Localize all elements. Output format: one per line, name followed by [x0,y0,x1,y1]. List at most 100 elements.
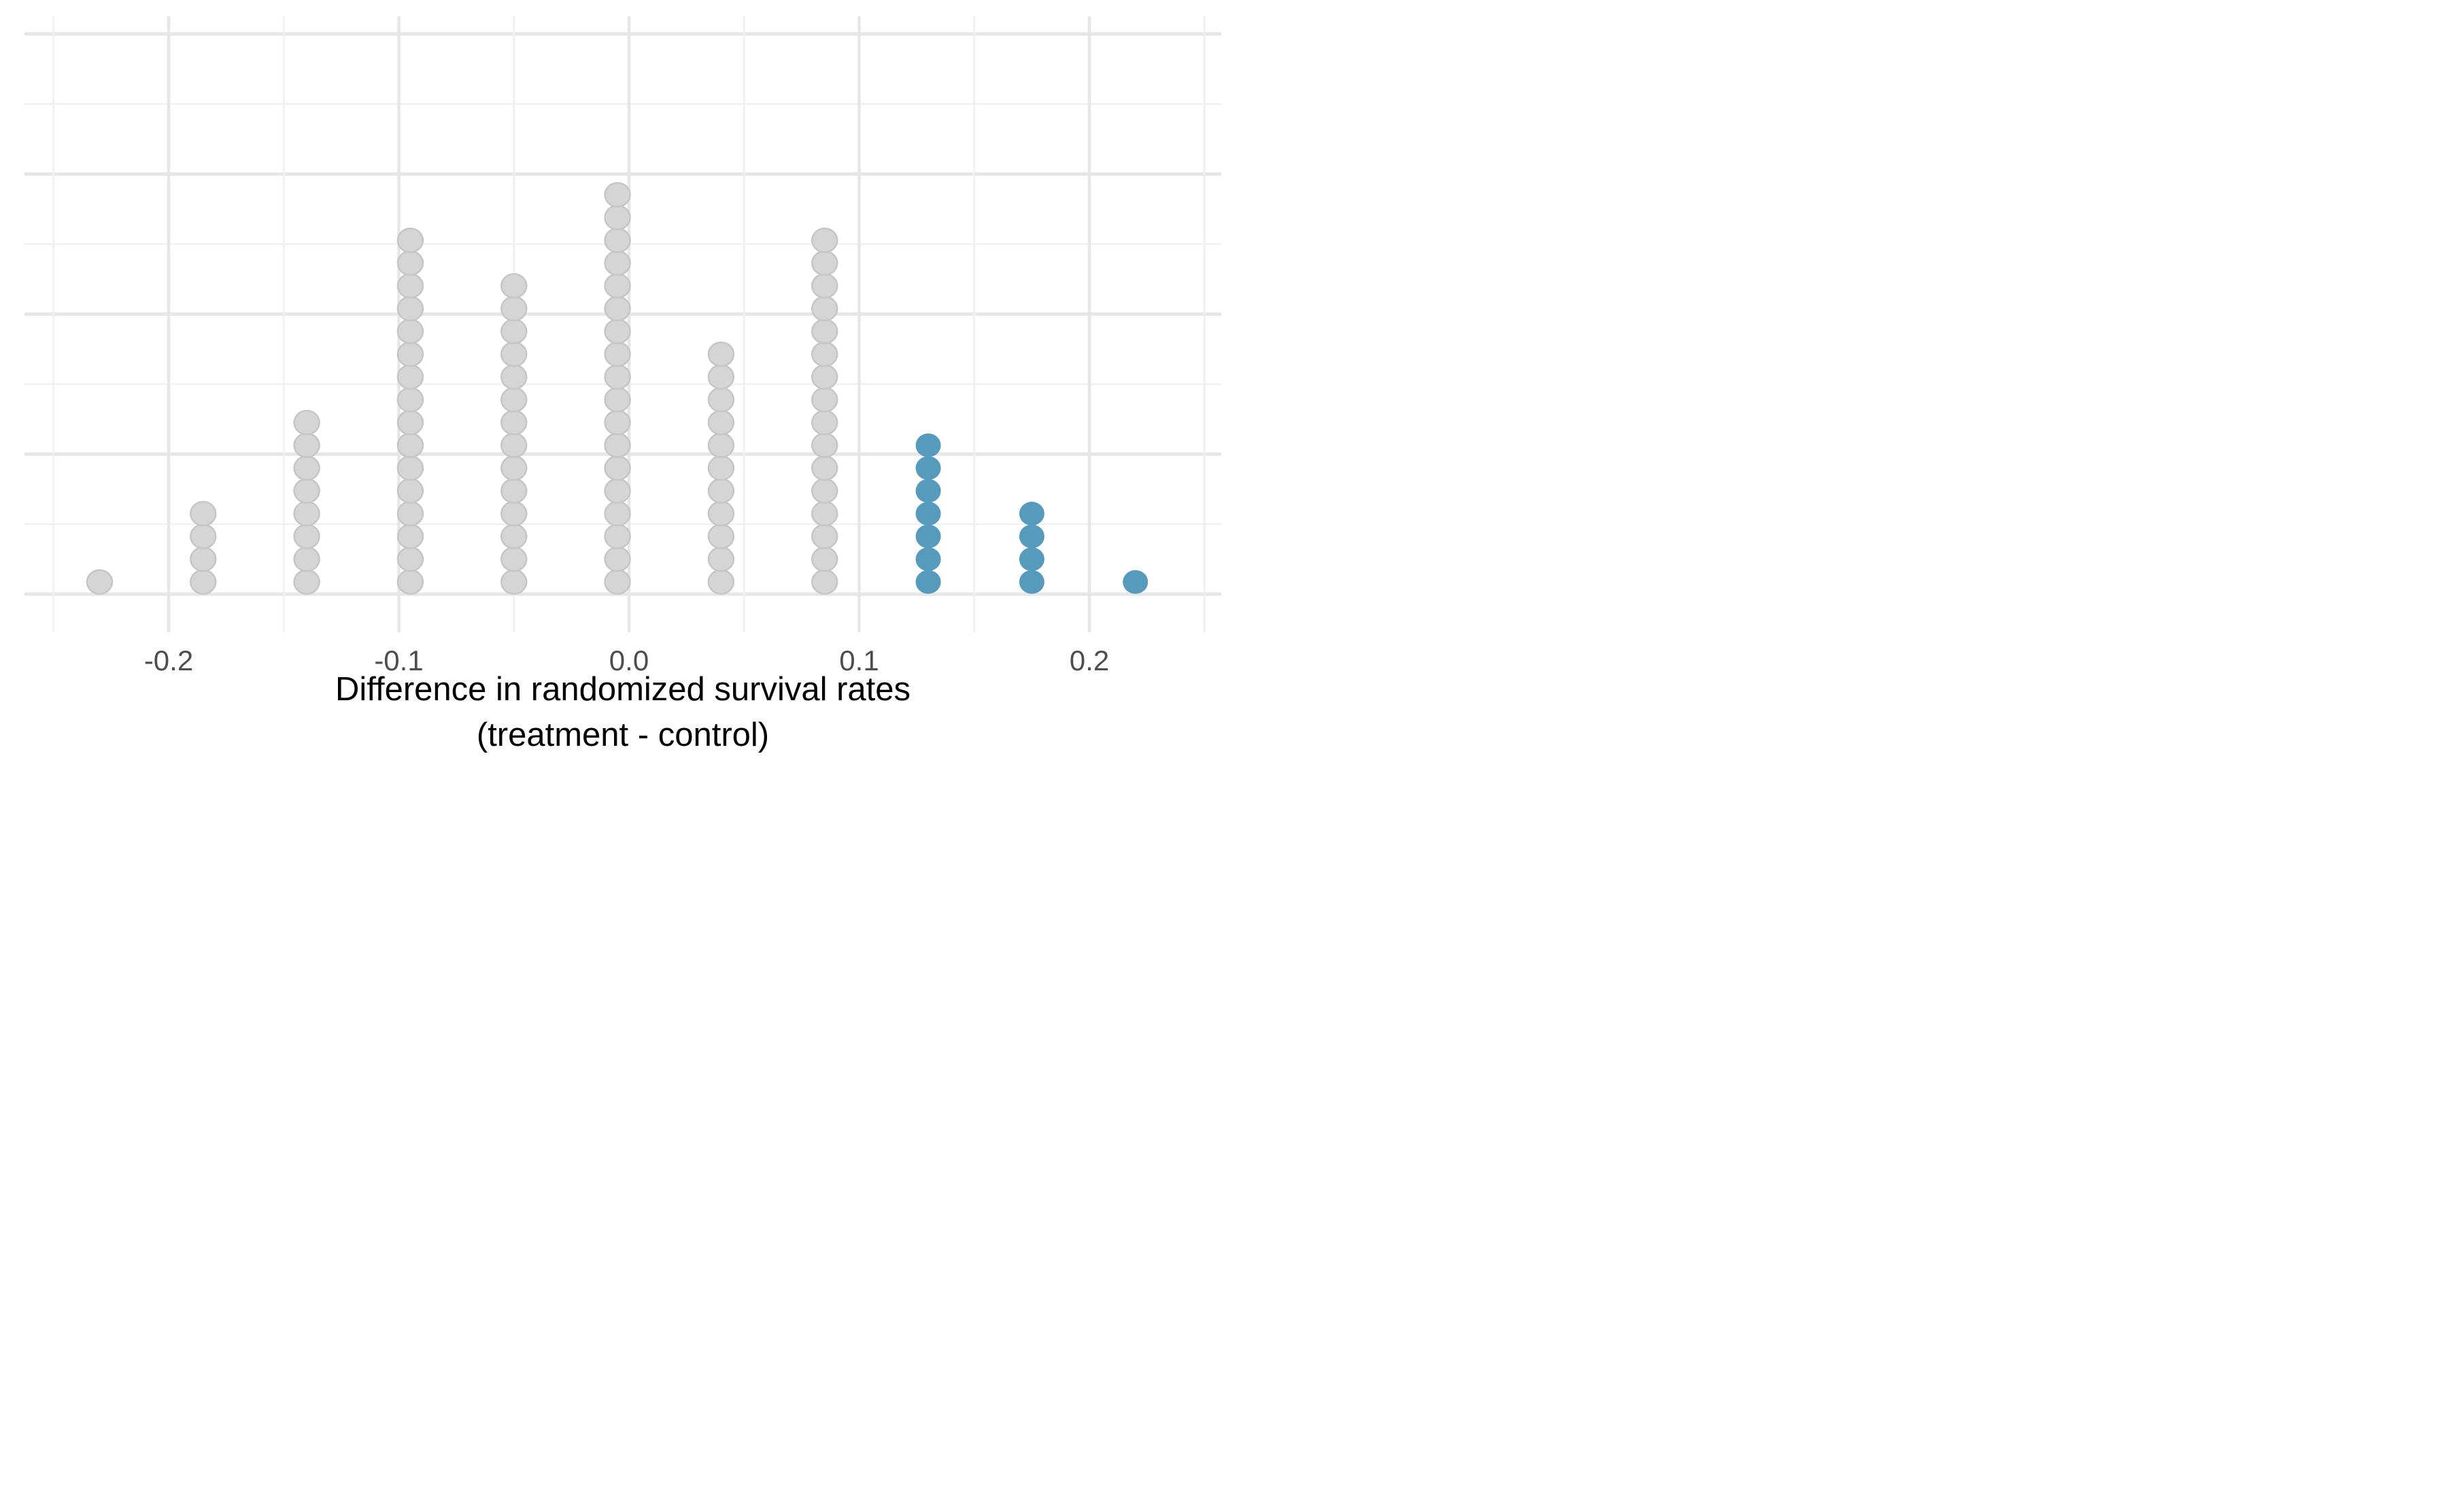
simulation-dot [604,409,631,436]
dot-column-highlighted [1019,502,1044,594]
simulation-dot [396,318,424,345]
simulation-dot [396,273,424,299]
simulation-dot [293,500,320,527]
simulation-dot [707,364,735,390]
simulation-dot [811,387,838,413]
simulation-dot [707,455,735,481]
simulation-dot [500,318,528,345]
simulation-dot [707,500,735,527]
simulation-dot [500,409,528,436]
simulation-dot [604,569,631,595]
simulation-dot [707,341,735,367]
simulation-dot [396,250,424,276]
dot-column [86,569,114,595]
simulation-dot [604,318,631,345]
simulation-dot [293,569,320,595]
simulation-dot [500,341,528,367]
dot-column [396,227,424,595]
simulation-dot [396,478,424,504]
simulation-dot [293,546,320,572]
simulation-dot [500,296,528,322]
dot-column-highlighted [1123,570,1149,594]
x-axis-title-line1: Difference in randomized survival rates [335,671,911,708]
simulation-dot [604,432,631,458]
simulation-dot [396,341,424,367]
simulation-dot-extreme [1019,570,1044,594]
x-tick-label: 0.0 [609,645,649,676]
simulation-dot [500,432,528,458]
simulation-dot [811,250,838,276]
simulation-dot [604,523,631,549]
simulation-dot [396,227,424,254]
simulation-dot [811,523,838,549]
simulation-dot-extreme [1019,502,1044,526]
simulation-dot [811,341,838,367]
simulation-dot-extreme [915,433,941,458]
x-tick-label: 0.1 [839,645,879,676]
simulation-dot [396,432,424,458]
simulation-dot [604,546,631,572]
simulation-dot [293,409,320,436]
simulation-dot [293,523,320,549]
simulation-dot [500,273,528,299]
dotplot-svg: -0.2 -0.1 0.0 0.1 0.2 [24,16,1221,676]
simulation-dot [604,205,631,230]
simulation-dot [707,478,735,504]
simulation-dot [604,478,631,504]
dot-column [190,500,217,595]
simulation-dot [604,227,631,254]
simulation-dot [396,364,424,390]
x-tick-label: -0.2 [144,645,193,676]
simulation-dot [604,341,631,367]
simulation-dot [811,364,838,390]
simulation-dot [707,432,735,458]
simulation-dot [811,432,838,458]
simulation-dot [500,500,528,527]
simulation-dot [190,569,217,595]
simulation-dot [604,364,631,390]
simulation-dot [811,273,838,299]
simulation-dot [604,500,631,527]
dot-column [811,227,838,595]
simulation-dot-extreme [915,524,941,549]
simulation-dot [396,387,424,413]
simulation-dot-extreme [915,547,941,571]
simulation-dot [707,523,735,549]
simulation-dot [604,182,631,208]
x-tick-label: -0.1 [374,645,423,676]
simulation-dot [811,500,838,527]
simulation-dot [396,296,424,322]
simulation-dot [396,409,424,436]
simulation-dot [190,546,217,572]
simulation-dot [396,500,424,527]
simulation-dot [604,455,631,481]
simulation-dot-extreme [915,502,941,526]
dot-column [604,182,631,595]
simulation-dot [500,455,528,481]
simulation-dot [707,569,735,595]
x-tick-label: 0.2 [1070,645,1109,676]
simulation-dot [604,296,631,322]
simulation-dot [811,227,838,254]
simulation-dot [500,478,528,504]
simulation-dot [811,296,838,322]
simulation-dot [811,546,838,572]
simulation-dot-extreme [1019,524,1044,549]
x-axis-title-line2: (treatment - control) [476,717,770,753]
simulation-dot [811,478,838,504]
simulation-dot [811,569,838,595]
simulation-dot [396,569,424,595]
dot-column-highlighted [915,433,941,594]
simulation-dot [604,250,631,276]
simulation-dot [293,455,320,481]
dot-column [500,273,528,595]
simulation-dot [293,478,320,504]
simulation-dot-extreme [915,456,941,480]
simulation-dot [707,409,735,436]
simulation-dot [707,387,735,413]
simulation-dot-extreme [1019,547,1044,571]
simulation-dot [707,546,735,572]
simulation-dot [500,523,528,549]
simulation-dot [396,546,424,572]
simulation-dot-extreme [915,479,941,503]
